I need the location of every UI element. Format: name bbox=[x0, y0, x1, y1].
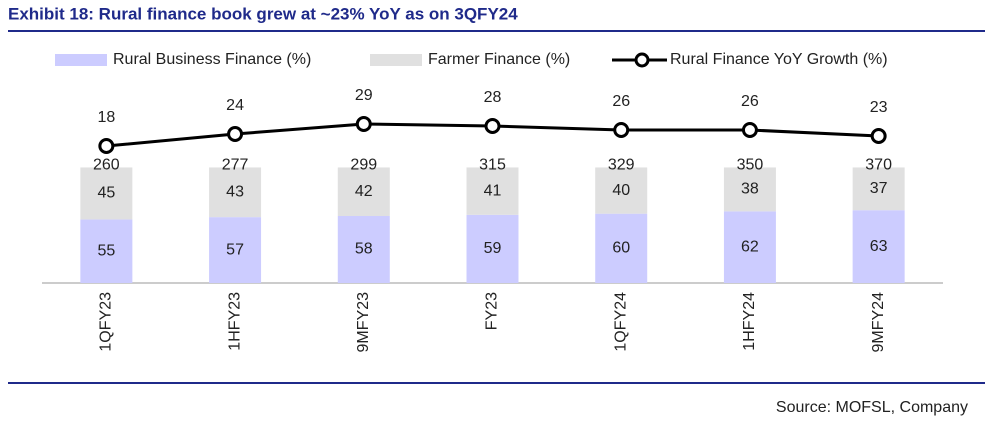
value-label: 58 bbox=[355, 241, 373, 258]
x-tick-label: 1QFY24 bbox=[612, 292, 629, 352]
x-tick-label: 9MFY23 bbox=[355, 292, 372, 353]
bar-segment bbox=[466, 167, 519, 215]
x-tick-label: 9MFY24 bbox=[870, 292, 887, 353]
line-marker bbox=[484, 118, 501, 134]
value-label: 60 bbox=[612, 240, 630, 257]
total-label: 350 bbox=[737, 157, 764, 174]
value-label: 42 bbox=[355, 183, 373, 200]
bar-segment bbox=[723, 167, 776, 212]
line-marker bbox=[613, 122, 630, 138]
legend-label: Farmer Finance (%) bbox=[428, 51, 570, 68]
line-value-label: 26 bbox=[612, 93, 630, 110]
total-label: 260 bbox=[93, 157, 120, 174]
legend-swatch bbox=[370, 54, 422, 66]
value-label: 43 bbox=[226, 184, 244, 201]
bar-segment bbox=[595, 167, 648, 214]
bar-segment bbox=[595, 213, 648, 283]
x-tick-label: 1HFY23 bbox=[226, 292, 243, 351]
value-label: 37 bbox=[870, 180, 888, 197]
value-label: 45 bbox=[97, 185, 115, 202]
legend-label: Rural Business Finance (%) bbox=[113, 51, 311, 68]
total-label: 370 bbox=[865, 157, 892, 174]
value-label: 40 bbox=[612, 182, 630, 199]
value-label: 62 bbox=[741, 238, 759, 255]
value-label: 57 bbox=[226, 241, 244, 258]
bar-segment bbox=[852, 210, 905, 283]
bar-segment bbox=[80, 219, 133, 283]
legend-marker bbox=[634, 52, 650, 68]
legend-swatch bbox=[55, 54, 107, 66]
line-value-label: 26 bbox=[741, 93, 759, 110]
chart-title: Exhibit 18: Rural finance book grew at ~… bbox=[8, 4, 518, 23]
bar-segment bbox=[80, 167, 133, 220]
value-label: 38 bbox=[741, 181, 759, 198]
line-marker bbox=[741, 122, 758, 138]
bar-segment bbox=[723, 211, 776, 283]
line-marker bbox=[227, 126, 244, 142]
bar-segment bbox=[209, 167, 262, 218]
value-label: 55 bbox=[97, 242, 115, 259]
line-value-label: 24 bbox=[226, 97, 244, 114]
x-tick-label: 1QFY23 bbox=[98, 292, 115, 352]
line-marker bbox=[870, 128, 887, 144]
total-label: 277 bbox=[222, 157, 249, 174]
total-label: 329 bbox=[608, 157, 635, 174]
bar-segment bbox=[466, 214, 519, 283]
x-tick-label: FY23 bbox=[484, 292, 501, 330]
line-marker bbox=[355, 116, 372, 132]
legend-label: Rural Finance YoY Growth (%) bbox=[670, 51, 888, 68]
x-tick-label: 1HFY24 bbox=[741, 292, 758, 351]
value-label: 63 bbox=[870, 238, 888, 255]
line-value-label: 28 bbox=[484, 89, 502, 106]
line-value-label: 23 bbox=[870, 99, 888, 116]
total-label: 299 bbox=[350, 157, 377, 174]
line-value-label: 18 bbox=[97, 109, 115, 126]
value-label: 41 bbox=[484, 182, 502, 199]
line-value-label: 29 bbox=[355, 87, 373, 104]
source: Source: MOFSL, Company bbox=[776, 399, 968, 416]
bar-segment bbox=[337, 215, 390, 283]
bar-segment bbox=[209, 217, 262, 283]
bar-segment bbox=[337, 167, 390, 216]
bar-segment bbox=[852, 167, 905, 211]
total-label: 315 bbox=[479, 157, 506, 174]
line-marker bbox=[98, 138, 115, 154]
value-label: 59 bbox=[484, 240, 502, 257]
